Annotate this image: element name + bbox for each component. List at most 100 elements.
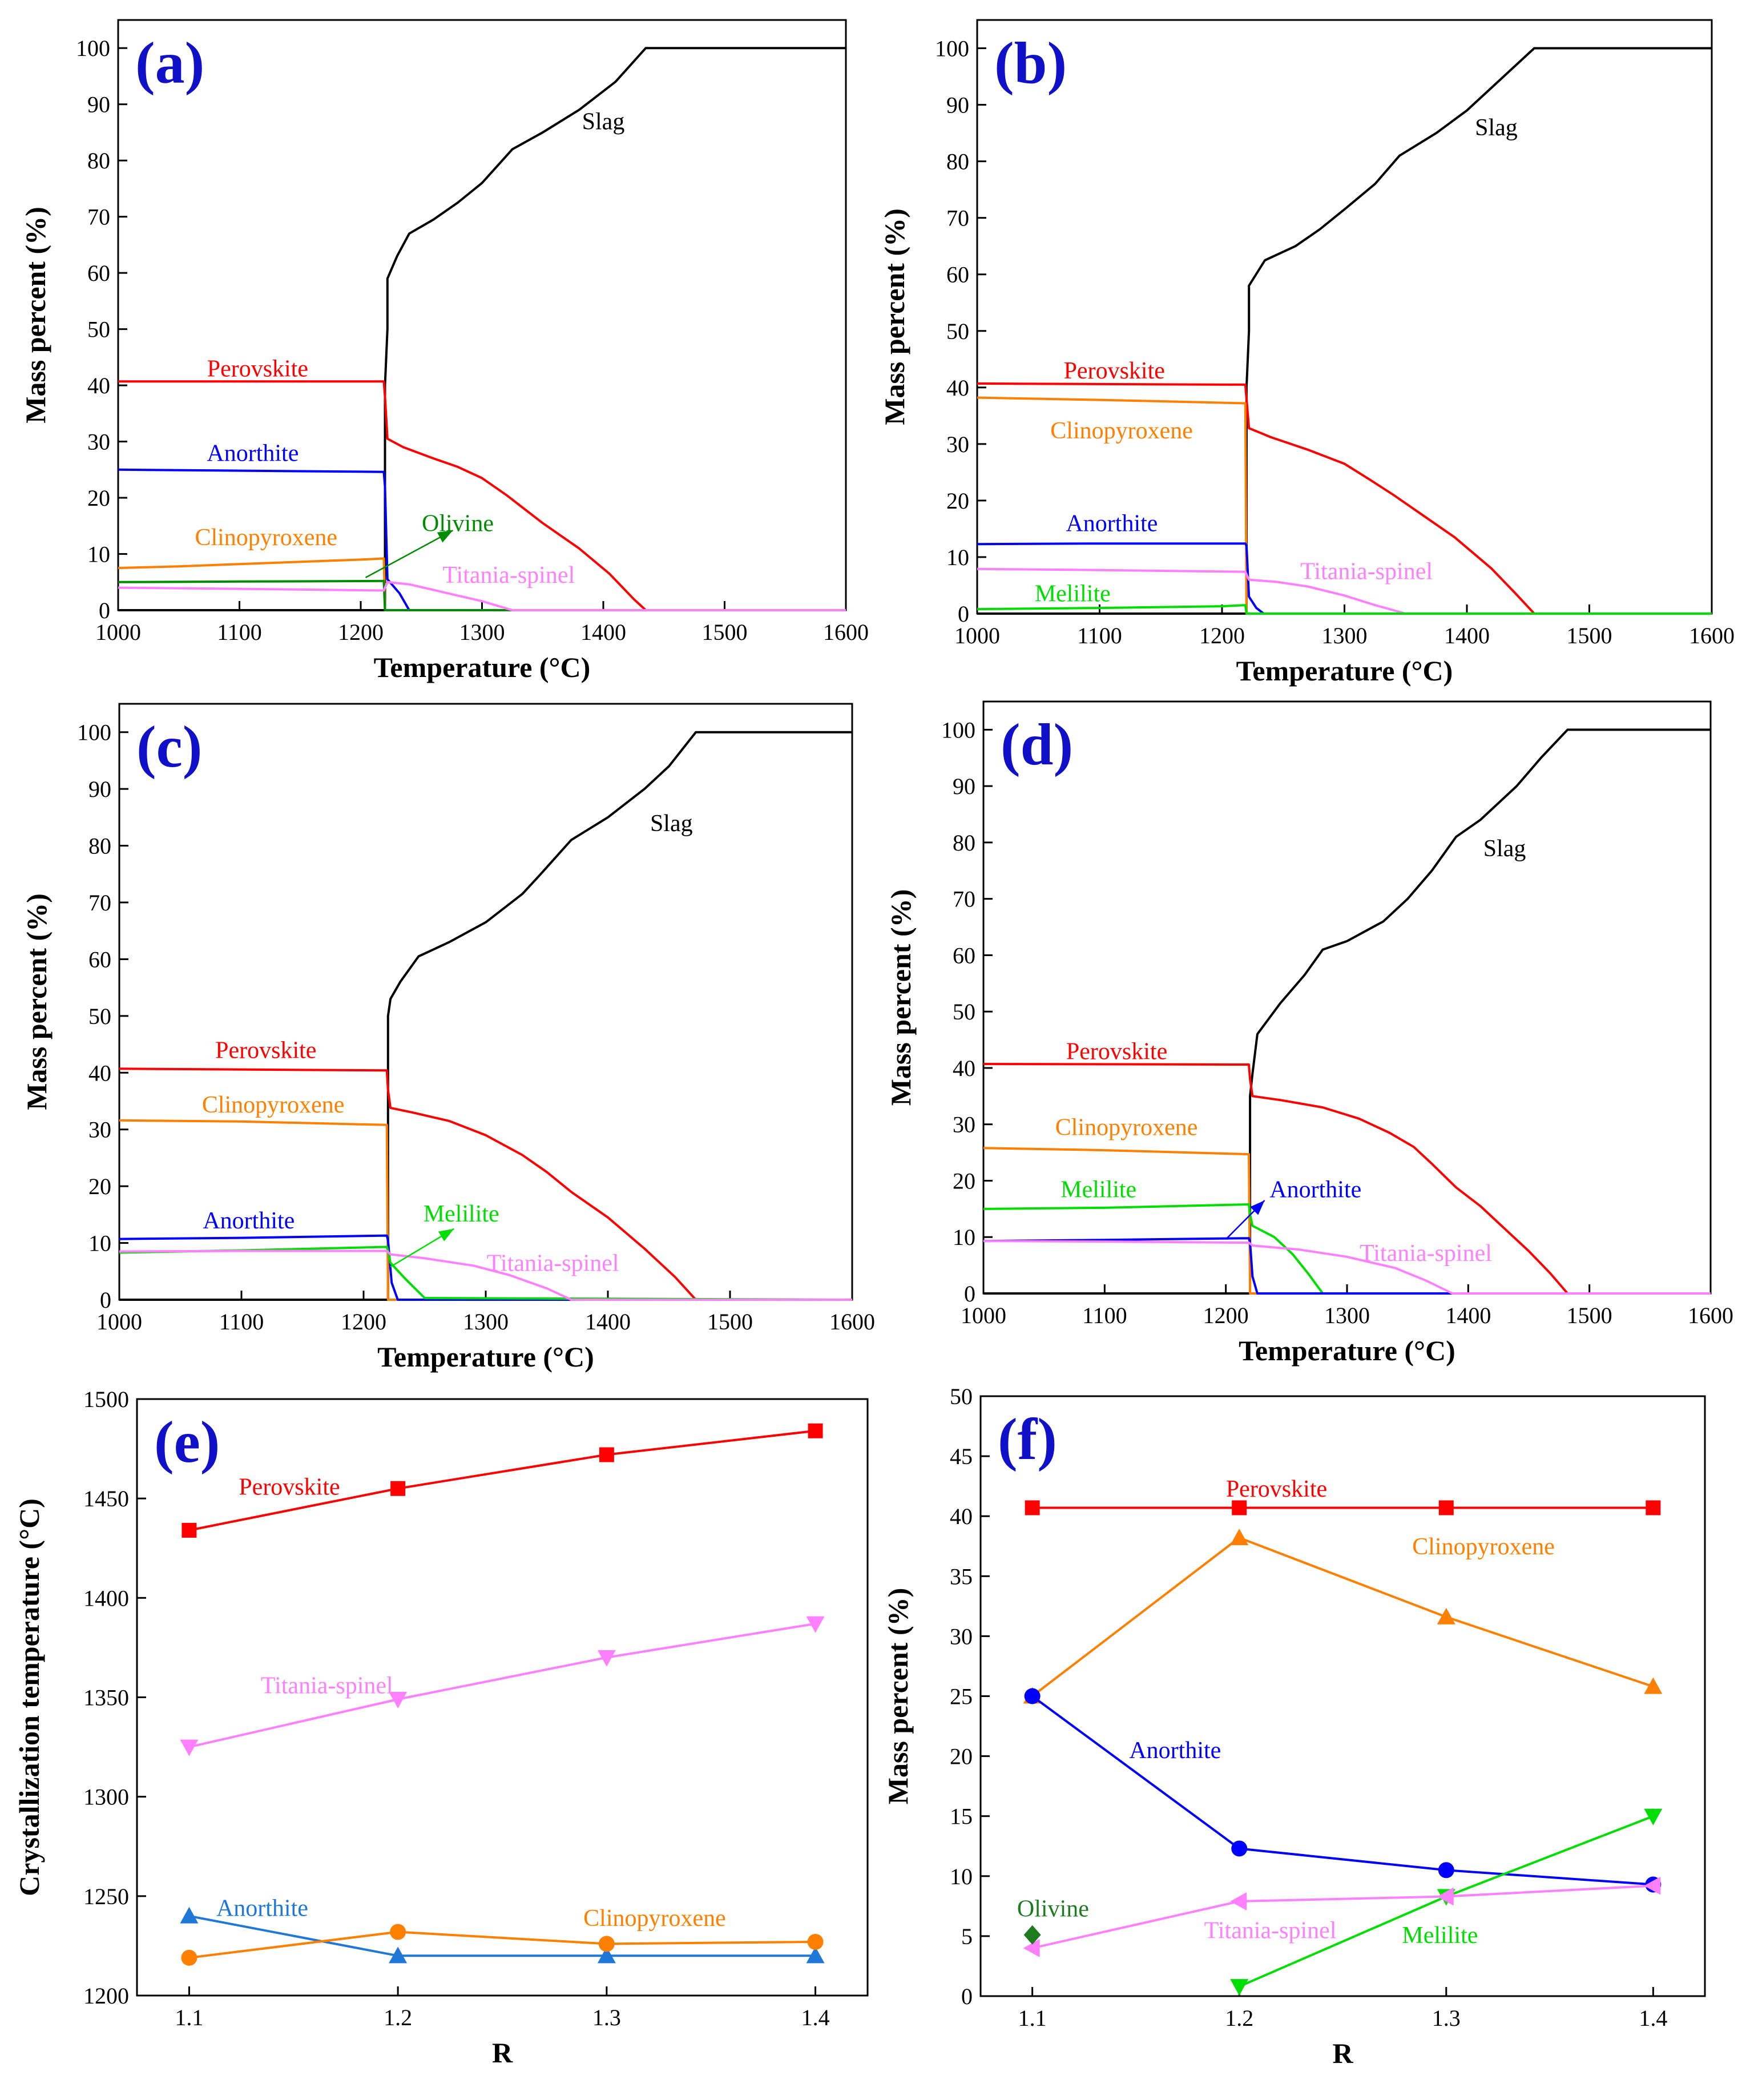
y-tick-label: 60 xyxy=(87,260,110,286)
y-tick-label: 0 xyxy=(958,601,969,627)
panel-letter-b: (b) xyxy=(994,30,1067,96)
series-line-slag xyxy=(977,47,1712,615)
x-tick-label: 1500 xyxy=(707,1309,753,1335)
x-tick-label: 1100 xyxy=(1082,1303,1127,1328)
series-label-perovskite: Perovskite xyxy=(207,356,308,382)
x-tick-label: 1500 xyxy=(702,619,748,645)
y-tick-label: 5 xyxy=(961,1924,973,1949)
x-tick-label: 1600 xyxy=(1689,623,1735,648)
series-line-perovskite xyxy=(983,1063,1711,1295)
data-point-perovskite xyxy=(1438,1500,1454,1515)
y-tick-label: 30 xyxy=(953,1112,975,1138)
data-point-titania-spinel xyxy=(597,1650,616,1667)
data-point-titania-spinel xyxy=(180,1739,199,1756)
series-line-titania-spinel xyxy=(983,1240,1711,1295)
y-tick-label: 50 xyxy=(950,1384,973,1409)
data-point-titania-spinel xyxy=(1644,1876,1661,1895)
y-tick-label: 10 xyxy=(950,1864,973,1889)
x-axis-title: Temperature (°C) xyxy=(1239,1335,1455,1367)
y-tick-label: 100 xyxy=(935,36,969,62)
y-tick-label: 70 xyxy=(953,886,975,912)
y-tick-label: 1450 xyxy=(83,1486,129,1511)
y-tick-label: 0 xyxy=(964,1281,975,1307)
data-point-perovskite xyxy=(182,1522,197,1538)
data-point-clinopyroxene xyxy=(1230,1529,1249,1546)
series-label-clinopyroxene: Clinopyroxene xyxy=(1412,1534,1555,1560)
annotation-arrow xyxy=(365,530,454,578)
series-label-melilite: Melilite xyxy=(424,1201,499,1227)
y-tick-label: 40 xyxy=(950,1504,973,1529)
series-label-melilite: Melilite xyxy=(1035,581,1111,607)
data-point-anorthite xyxy=(1024,1688,1041,1704)
data-point-perovskite xyxy=(1232,1500,1247,1515)
series-label-anorthite: Anorthite xyxy=(1129,1738,1221,1764)
x-tick-label: 1200 xyxy=(1199,623,1245,648)
x-tick-label: 1000 xyxy=(954,623,1000,648)
y-tick-label: 10 xyxy=(87,542,110,567)
data-point-melilite xyxy=(1230,1979,1249,1996)
y-tick-label: 70 xyxy=(87,204,110,230)
data-point-clinopyroxene xyxy=(598,1936,615,1952)
y-tick-label: 0 xyxy=(99,598,110,623)
series-label-titania-spinel: Titania-spinel xyxy=(261,1673,393,1699)
y-tick-label: 20 xyxy=(946,488,969,514)
x-tick-label: 1400 xyxy=(1444,623,1490,648)
y-tick-label: 80 xyxy=(946,149,969,175)
series-label-olivine: Olivine xyxy=(1017,1896,1089,1922)
y-tick-label: 40 xyxy=(88,1060,111,1086)
x-tick-label: 1400 xyxy=(585,1309,631,1335)
y-tick-label: 25 xyxy=(950,1684,973,1710)
series-label-melilite: Melilite xyxy=(1060,1176,1136,1203)
y-tick-label: 20 xyxy=(950,1744,973,1770)
x-tick-label: 1100 xyxy=(1077,623,1122,648)
x-tick-label: 1500 xyxy=(1567,1303,1612,1328)
y-tick-label: 80 xyxy=(953,830,975,856)
y-tick-label: 70 xyxy=(88,890,111,916)
y-tick-label: 90 xyxy=(953,773,975,799)
y-tick-label: 10 xyxy=(953,1224,975,1250)
panel-a: 0 10 20 30 40 50 60 70 80 90 100 1000 1100 1200 1300 14… xyxy=(19,19,869,683)
y-tick-label: 20 xyxy=(953,1168,975,1194)
series-line-titania-spinel xyxy=(1032,1884,1654,1949)
data-point-titania-spinel xyxy=(389,1691,408,1708)
series-line-clinopyroxene xyxy=(189,1930,816,1959)
x-tick-label: 1.4 xyxy=(801,2005,830,2030)
y-tick-label: 1350 xyxy=(83,1685,129,1711)
y-tick-label: 30 xyxy=(88,1117,111,1143)
y-tick-label: 10 xyxy=(946,545,969,570)
series-line-slag xyxy=(983,728,1711,1295)
data-point-perovskite xyxy=(1025,1500,1040,1515)
series-label-clinopyroxene: Clinopyroxene xyxy=(195,525,337,551)
y-tick-label: 0 xyxy=(100,1287,111,1313)
series-line-anorthite xyxy=(189,1914,816,1957)
y-tick-label: 50 xyxy=(88,1003,111,1029)
panel-letter-c: (c) xyxy=(136,714,202,780)
panel-letter-d: (d) xyxy=(1001,712,1073,777)
series-label-slag: Slag xyxy=(650,811,693,837)
data-point-anorthite xyxy=(180,1906,199,1924)
series-line-titania-spinel xyxy=(977,567,1712,615)
series-line-clinopyroxene xyxy=(1031,1537,1654,1698)
data-point-clinopyroxene xyxy=(1644,1677,1663,1694)
y-tick-label: 50 xyxy=(953,999,975,1025)
y-tick-label: 30 xyxy=(950,1623,973,1649)
series-label-titania-spinel: Titania-spinel xyxy=(442,562,575,589)
series-line-slag xyxy=(119,731,852,1301)
x-tick-label: 1000 xyxy=(96,1309,142,1335)
y-tick-label: 1200 xyxy=(83,1983,129,2009)
series-line-melilite xyxy=(977,604,1712,615)
data-point-titania-spinel xyxy=(1230,1892,1247,1910)
x-tick-label: 1600 xyxy=(829,1309,875,1335)
series-line-perovskite xyxy=(977,382,1712,615)
y-axis-title: Mass percent (%) xyxy=(885,889,917,1106)
panel-b: 0 10 20 30 40 50 60 70 80 90 100 1000 1100 1200 1300 14… xyxy=(878,19,1735,687)
y-axis-title: Mass percent (%) xyxy=(882,1588,914,1805)
y-tick-label: 45 xyxy=(950,1444,973,1469)
panel-f: 0 5 10 15 20 25 30 35 40 45 50 1.1 1.2 1.3 1.4 R Mass pe… xyxy=(882,1384,1706,2069)
series-label-anorthite: Anorthite xyxy=(203,1208,295,1234)
series-line-slag xyxy=(118,47,846,611)
series-label-melilite: Melilite xyxy=(1402,1922,1478,1949)
y-tick-label: 1500 xyxy=(83,1386,129,1412)
x-axis-title: Temperature (°C) xyxy=(374,651,591,683)
data-point-anorthite xyxy=(806,1946,825,1964)
